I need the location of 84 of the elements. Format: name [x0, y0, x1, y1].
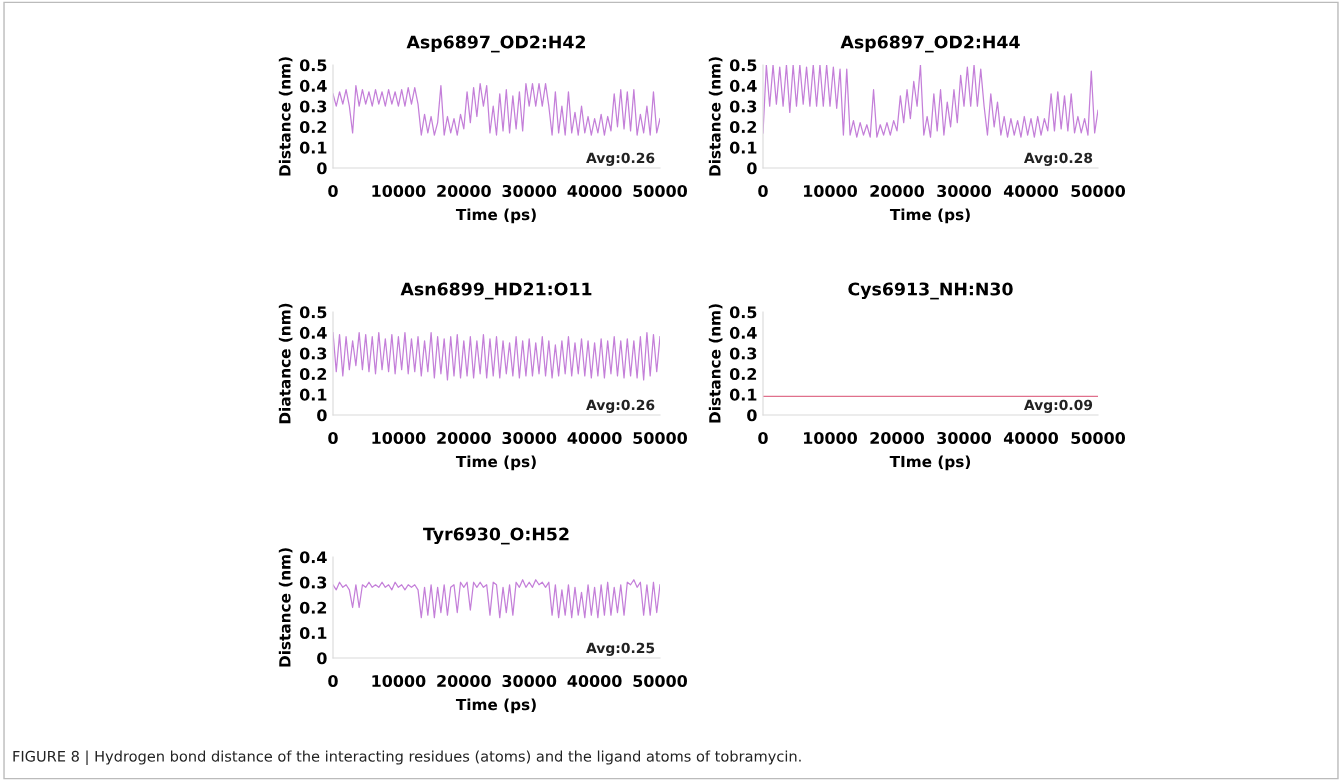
y-tick-label: 0 — [317, 652, 327, 665]
y-tick-label: 0.2 — [299, 601, 327, 614]
y-tick-label: 0.5 — [299, 59, 327, 72]
y-tick-label: 0.2 — [299, 368, 327, 381]
y-tick-label: 0.3 — [299, 100, 327, 113]
x-tick-label: 40000 — [567, 431, 622, 445]
x-tick-label: 50000 — [633, 674, 688, 688]
y-axis-title: Distance (nm) — [708, 57, 723, 176]
x-tick-label: 30000 — [937, 431, 992, 445]
x-tick-label: 50000 — [1071, 431, 1126, 445]
x-tick-label: 50000 — [1071, 184, 1126, 198]
line-series — [333, 331, 660, 381]
y-tick-label: 0 — [747, 162, 757, 175]
y-tick-label: 0.4 — [299, 326, 327, 339]
y-tick-label: 0.4 — [729, 326, 757, 339]
annotation: Avg:0.25 — [586, 642, 655, 656]
chart-title: Tyr6930_O:H52 — [423, 527, 569, 545]
y-tick-label: 0.1 — [729, 141, 757, 154]
caption: FIGURE 8 | Hydrogen bond distance of the interacting residues (atoms) and the ligand atoms of tobramycin. — [13, 750, 801, 765]
y-tick-label: 0.2 — [299, 121, 327, 134]
x-tick-label: 10000 — [372, 184, 426, 198]
y-tick-label: 0.1 — [299, 141, 327, 154]
line-series — [333, 579, 660, 619]
x-tick-label: 10000 — [372, 674, 426, 688]
y-axis-title: Distance (nm) — [278, 548, 293, 667]
x-axis-title: TIme (ps) — [889, 455, 971, 471]
x-tick-label: 10000 — [372, 431, 426, 445]
annotation: Avg:0.26 — [586, 399, 655, 413]
chart-title: Cys6913_NH:N30 — [848, 282, 1013, 300]
y-tick-label: 0.4 — [729, 79, 757, 92]
y-tick-label: 0.4 — [299, 551, 327, 564]
y-axis-title: Diatance (nm) — [278, 303, 293, 424]
x-tick-label: 10000 — [804, 431, 858, 445]
y-tick-label: 0.5 — [729, 59, 757, 72]
x-tick-label: 20000 — [870, 431, 925, 445]
x-tick-label: 20000 — [437, 431, 491, 445]
x-tick-label: 50000 — [633, 184, 688, 198]
x-tick-label: 0 — [328, 184, 338, 198]
x-tick-label: 10000 — [804, 184, 858, 198]
x-tick-label: 40000 — [567, 674, 622, 688]
y-tick-label: 0.3 — [299, 576, 327, 589]
line-series — [333, 82, 660, 136]
x-tick-label: 0 — [758, 184, 768, 198]
x-tick-label: 40000 — [1003, 184, 1059, 198]
y-tick-label: 0.4 — [299, 79, 327, 92]
x-tick-label: 20000 — [870, 184, 925, 198]
y-tick-label: 0.3 — [299, 347, 327, 360]
x-tick-label: 40000 — [567, 184, 622, 198]
y-tick-label: 0 — [317, 409, 327, 422]
x-tick-label: 0 — [328, 674, 338, 688]
x-tick-label: 0 — [758, 431, 768, 445]
x-tick-label: 20000 — [437, 674, 491, 688]
chart-title: Asn6899_HD21:O11 — [400, 282, 592, 300]
y-tick-label: 0 — [747, 409, 757, 422]
x-axis-title: Time (ps) — [889, 208, 970, 224]
y-tick-label: 0.2 — [729, 368, 757, 381]
x-tick-label: 30000 — [502, 674, 557, 688]
y-tick-label: 0.5 — [729, 306, 757, 319]
line-series — [763, 65, 1098, 138]
y-tick-label: 0.3 — [729, 100, 757, 113]
y-tick-label: 0.3 — [729, 347, 757, 360]
y-tick-label: 0.1 — [299, 626, 327, 640]
x-tick-label: 20000 — [437, 184, 491, 198]
chart-title: Asp6897_OD2:H42 — [406, 35, 586, 53]
annotation: Avg:0.26 — [586, 152, 655, 166]
chart-title: Asp6897_OD2:H44 — [840, 35, 1020, 53]
x-tick-label: 30000 — [937, 184, 992, 198]
x-axis-title: Time (ps) — [455, 455, 536, 471]
annotation: Avg:0.28 — [1023, 152, 1093, 166]
x-axis-title: Time (ps) — [455, 208, 536, 224]
x-tick-label: 30000 — [502, 184, 557, 198]
annotation: Avg:0.09 — [1023, 399, 1093, 413]
y-tick-label: 0.5 — [299, 306, 327, 319]
y-tick-label: 0.1 — [299, 388, 327, 401]
x-tick-label: 40000 — [1003, 431, 1059, 445]
y-axis-title: Distance (nm) — [278, 57, 293, 176]
y-tick-label: 0.1 — [729, 388, 757, 401]
x-tick-label: 0 — [328, 431, 338, 445]
y-tick-label: 0.2 — [729, 121, 757, 134]
x-axis-title: Time (ps) — [455, 698, 536, 714]
x-tick-label: 50000 — [633, 431, 688, 445]
y-tick-label: 0 — [317, 162, 327, 175]
y-axis-title: Distance (nm) — [708, 304, 723, 423]
x-tick-label: 30000 — [502, 431, 557, 445]
